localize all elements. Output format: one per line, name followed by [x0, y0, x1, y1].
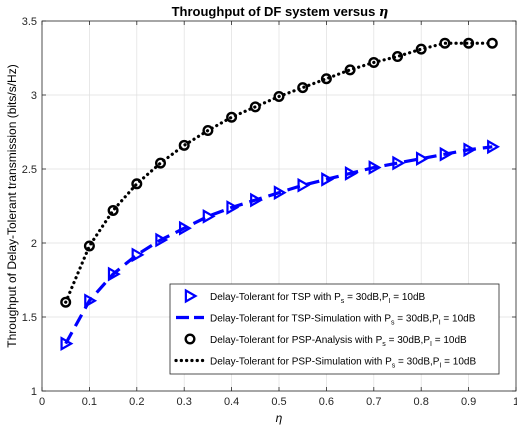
data-point-triangle	[439, 146, 453, 162]
data-point-circle	[202, 125, 214, 137]
data-point-circle	[60, 296, 72, 308]
x-tick-label: 0.7	[366, 396, 381, 408]
x-axis-label: η	[276, 411, 283, 425]
data-point-circle	[463, 37, 475, 49]
series-1	[60, 139, 501, 352]
data-point-triangle	[487, 139, 501, 155]
data-point-triangle	[178, 220, 192, 236]
data-point-circle	[320, 73, 332, 85]
data-point-circle	[344, 64, 356, 76]
y-tick-label: 1.5	[22, 312, 37, 324]
legend-label: Delay-Tolerant for TSP with Ps = 30dB,PI…	[210, 292, 426, 305]
legend-entry: Delay-Tolerant for PSP-Simulation with P…	[174, 357, 476, 370]
data-point-circle	[83, 240, 95, 252]
y-tick-label: 3.5	[22, 16, 37, 28]
data-point-triangle	[344, 166, 358, 181]
legend-label: Delay-Tolerant for PSP-Analysis with Ps …	[210, 335, 467, 348]
data-point-circle	[226, 111, 238, 123]
x-tick-label: 0.3	[177, 396, 192, 408]
data-point-circle	[131, 178, 143, 190]
x-tick-label: 0.9	[461, 396, 476, 408]
x-tick-label: 0.5	[271, 396, 286, 408]
legend-label: Delay-Tolerant for PSP-Simulation with P…	[210, 357, 476, 370]
data-point-circle	[178, 139, 190, 151]
data-point-circle	[107, 204, 119, 216]
x-tick-label: 0.6	[319, 396, 334, 408]
y-tick-label: 2	[31, 238, 37, 250]
data-point-triangle	[131, 247, 145, 263]
data-point-circle	[486, 37, 498, 49]
series-4	[64, 41, 494, 304]
axis-ticks: 0 0.1 0.2 0.3 0.4 0.5 0.6 0.7 0.8 0.9 1 1 1.5 2 2.5 3 3.…	[22, 16, 517, 408]
x-tick-label: 0.2	[129, 396, 144, 408]
series-2	[64, 145, 493, 345]
x-tick-label: 0.8	[414, 396, 429, 408]
data-point-triangle	[273, 185, 287, 201]
legend-label: Delay-Tolerant for TSP-Simulation with P…	[210, 314, 476, 327]
chart-title: Throughput of DF system versus η	[172, 4, 389, 20]
data-point-triangle	[60, 336, 74, 352]
y-tick-label: 3	[31, 90, 37, 102]
data-point-triangle	[368, 160, 382, 175]
data-point-triangle	[392, 155, 406, 171]
x-tick-label: 0.4	[224, 396, 239, 408]
x-tick-label: 1	[513, 396, 517, 408]
series-layer	[60, 37, 501, 352]
series-line	[64, 145, 493, 345]
x-tick-label: 0	[39, 396, 45, 408]
y-tick-label: 2.5	[22, 164, 37, 176]
legend-entry: Delay-Tolerant for PSP-Analysis with Ps …	[184, 333, 467, 348]
data-point-circle	[439, 37, 451, 49]
y-tick-label: 1	[31, 386, 37, 398]
x-tick-label: 0.1	[82, 396, 97, 408]
data-point-triangle	[415, 151, 429, 167]
data-point-triangle	[321, 171, 335, 187]
data-point-circle	[392, 51, 404, 63]
data-point-triangle	[250, 192, 264, 208]
legend-swatch	[184, 333, 196, 345]
data-point-triangle	[297, 177, 311, 193]
data-point-circle	[273, 90, 285, 102]
y-axis-label: Throughput of Delay-Tolerant transmissio…	[5, 64, 19, 347]
data-point-circle	[368, 56, 380, 68]
legend-entry: Delay-Tolerant for TSP-Simulation with P…	[176, 314, 476, 327]
data-point-triangle	[463, 142, 477, 158]
data-point-triangle	[107, 266, 121, 282]
data-point-circle	[249, 101, 261, 113]
series-line	[64, 41, 494, 304]
series-3	[60, 37, 498, 308]
legend: Delay-Tolerant for TSP with Ps = 30dB,PI…	[169, 283, 500, 375]
data-point-triangle	[155, 232, 169, 248]
data-point-triangle	[226, 200, 240, 215]
data-point-circle	[415, 43, 427, 55]
data-point-triangle	[202, 208, 216, 224]
data-point-circle	[154, 157, 166, 169]
legend-box	[169, 283, 500, 375]
legend-entry: Delay-Tolerant for TSP with Ps = 30dB,PI…	[184, 288, 426, 305]
legend-swatch	[184, 288, 198, 304]
data-point-circle	[297, 82, 309, 94]
data-point-triangle	[84, 293, 98, 309]
